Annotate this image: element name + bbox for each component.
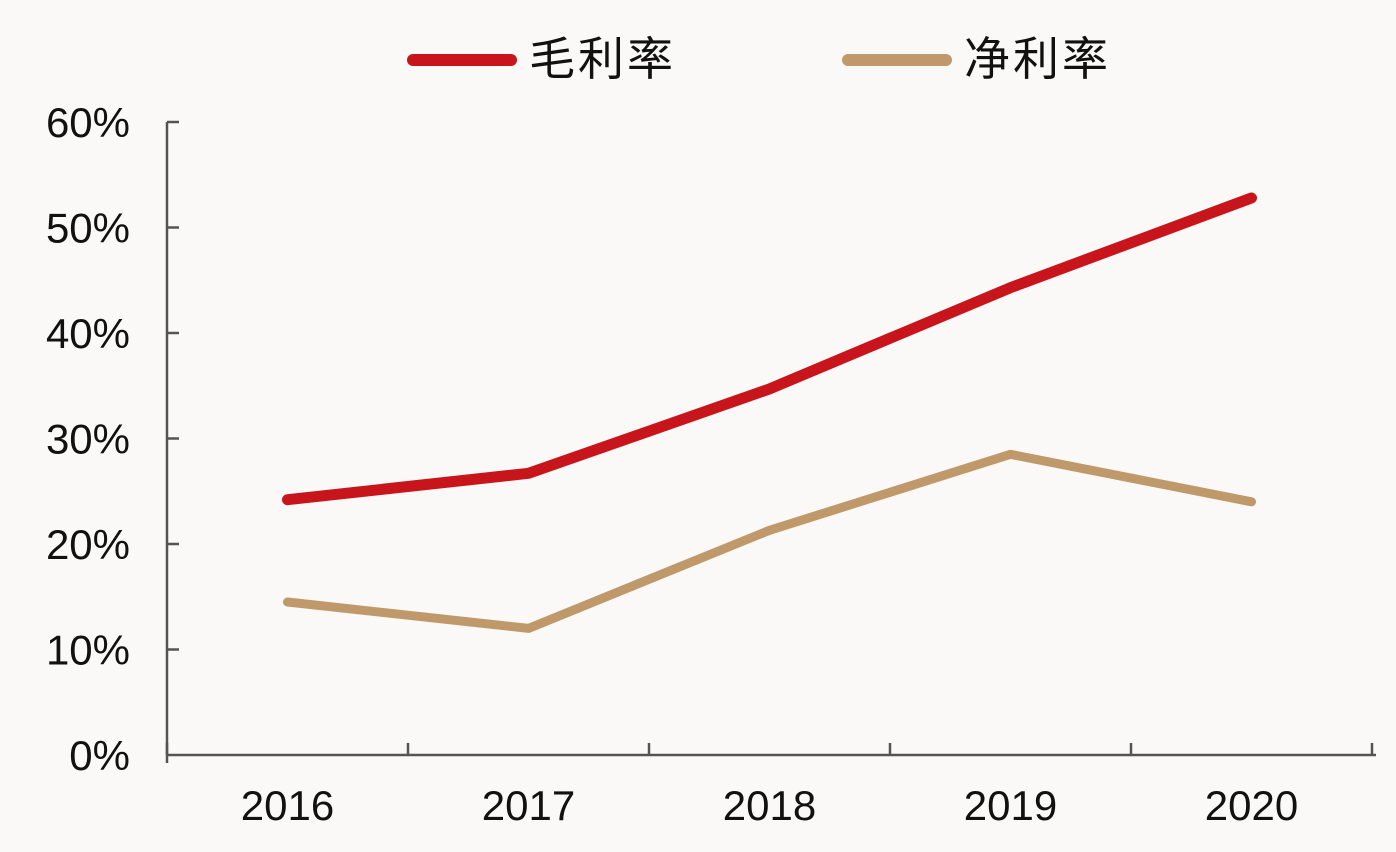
legend-item-gross-margin[interactable]: 毛利率 [407,34,676,86]
y-tick-label: 60% [46,99,130,146]
y-tick-label: 30% [46,416,130,463]
x-tick-label: 2017 [482,782,575,829]
x-tick-label: 2020 [1205,782,1298,829]
y-tick-label: 0% [69,732,130,779]
net-margin-line-swatch [842,54,952,66]
y-tick-label: 40% [46,310,130,357]
net-margin-legend-label: 净利率 [964,34,1111,85]
y-tick-label: 20% [46,521,130,568]
y-axis-labels: 0% 10% 20% 30% 40% 50% 60% [46,99,130,779]
gross-margin-legend-label: 毛利率 [529,34,676,85]
x-tick-label: 2018 [723,782,816,829]
x-tick-label: 2016 [241,782,334,829]
x-tick-label: 2019 [964,782,1057,829]
series-line-1 [283,449,1256,633]
series-line-0 [282,192,1257,506]
legend-item-net-margin[interactable]: 净利率 [842,34,1111,86]
y-tick-label: 10% [46,627,130,674]
y-tick-label: 50% [46,205,130,252]
axes [165,120,1376,763]
gross-margin-line-swatch [407,54,517,66]
x-axis-labels: 2016 2017 2018 2019 2020 [241,782,1298,829]
chart-legend: 毛利率 净利率 [0,34,1396,86]
